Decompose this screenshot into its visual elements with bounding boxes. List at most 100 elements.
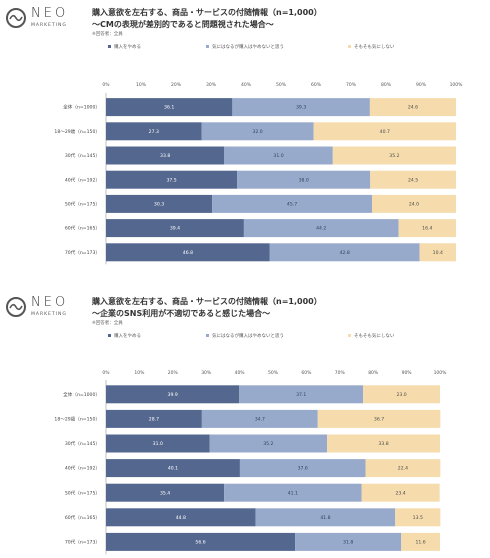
- chart-panel-2: NEO MARKETING 購入意欲を左右する、商品・サービスの付随情報（n=1…: [0, 289, 490, 558]
- bar-segment: [243, 219, 399, 238]
- respondent-note: ※回答者：全員: [92, 32, 123, 37]
- data-label: 37.6: [298, 466, 308, 472]
- data-label: 44.2: [316, 226, 326, 232]
- data-label: 33.8: [160, 153, 170, 159]
- legend-item-2: 気にはなるが購入はやめないと思う: [206, 44, 284, 50]
- category-label: 60代（n=165）: [65, 225, 100, 232]
- bar-segment: [317, 409, 441, 428]
- bar-segment: [106, 146, 225, 165]
- category-label: 70代（n=173）: [65, 249, 100, 256]
- data-label: 37.5: [167, 177, 177, 183]
- bar-segment: [239, 385, 364, 404]
- wave-icon: [6, 297, 26, 317]
- bar-segment: [255, 508, 396, 527]
- bar-segment: [332, 146, 456, 165]
- legend-swatch: [206, 334, 209, 337]
- legend-label: そもそも気にしない: [354, 334, 395, 339]
- chart-panel-1: NEO MARKETING 購入意欲を左右する、商品・サービスの付随情報（n=1…: [6, 6, 464, 265]
- data-label: 31.8: [343, 540, 353, 546]
- category-label: 50代（n=175）: [65, 489, 100, 496]
- brand-name: NEO: [31, 295, 69, 310]
- bar-segment: [106, 122, 202, 141]
- legend-swatch: [108, 45, 111, 48]
- bar-segment: [372, 194, 456, 213]
- bar-segment: [370, 170, 456, 189]
- category-label: 30代（n=145）: [65, 152, 100, 159]
- data-label: 38.0: [299, 177, 309, 183]
- x-tick-label: 60%: [301, 370, 312, 376]
- x-tick-label: 20%: [168, 370, 179, 376]
- x-tick-label: 90%: [416, 82, 427, 88]
- x-tick-label: 70%: [335, 370, 346, 376]
- data-label: 31.0: [273, 153, 283, 159]
- bar-segment: [106, 532, 296, 551]
- category-label: 全体（n=1000）: [63, 391, 100, 398]
- neo-logo: NEO MARKETING: [6, 295, 76, 325]
- data-label: 31.0: [153, 441, 163, 447]
- x-tick-label: 10%: [134, 370, 145, 376]
- data-label: 30.3: [154, 202, 164, 208]
- x-tick-label: 0%: [102, 82, 110, 88]
- legend-item-2: 気にはなるが購入はやめないと思う: [206, 333, 284, 339]
- stacked-bar-chart-2: 0% 10% 20% 30% 40% 50% 60% 70% 80% 90% 100% 全体（n=10…: [54, 370, 447, 555]
- data-label: 28.7: [149, 417, 159, 423]
- bar-segment: [224, 483, 362, 502]
- chart-title: 購入意欲を左右する、商品・サービスの付随情報（n=1,000）: [92, 297, 322, 306]
- bar-segment: [365, 459, 441, 478]
- data-label: 34.7: [255, 417, 265, 423]
- legend-item-3: そもそも気にしない: [348, 44, 394, 50]
- legend-label: 購入をやめる: [114, 45, 141, 50]
- bar-segment: [224, 146, 333, 165]
- legend-item-1: 購入をやめる: [108, 44, 141, 50]
- x-tick-label: 80%: [381, 82, 392, 88]
- legend-label: そもそも気にしない: [354, 45, 395, 50]
- bar-segment: [106, 483, 225, 502]
- chart-subtitle: 〜企業のSNS利用が不適切であると感じた場合〜: [92, 309, 271, 318]
- data-label: 41.8: [320, 515, 330, 521]
- data-label: 42.8: [340, 250, 350, 256]
- bar-segment: [363, 385, 440, 404]
- bar-segment: [419, 243, 456, 262]
- chart-title: 購入意欲を左右する、商品・サービスの付随情報（n=1,000）: [92, 8, 322, 17]
- legend-label: 購入をやめる: [114, 334, 141, 339]
- bar-segment: [361, 483, 440, 502]
- bar-segment: [395, 508, 441, 527]
- category-label: 60代（n=165）: [65, 514, 100, 521]
- brand-name: NEO: [31, 6, 69, 21]
- data-label: 23.4: [395, 490, 405, 496]
- bar-segment: [106, 98, 233, 117]
- bar-segment: [239, 459, 366, 478]
- brand-sub: MARKETING: [31, 312, 67, 317]
- x-tick-label: 100%: [450, 82, 464, 88]
- bar-segment: [237, 170, 371, 189]
- data-label: 35.2: [263, 441, 273, 447]
- data-label: 27.3: [149, 129, 159, 135]
- data-label: 56.6: [195, 540, 205, 546]
- x-tick-label: 50%: [268, 370, 279, 376]
- bar-segment: [232, 98, 370, 117]
- data-label: 35.2: [389, 153, 399, 159]
- data-label: 40.1: [168, 466, 178, 472]
- data-label: 23.0: [396, 392, 406, 398]
- x-tick-label: 60%: [311, 82, 322, 88]
- data-label: 39.9: [168, 392, 178, 398]
- bar-segment: [313, 122, 456, 141]
- x-tick-label: 40%: [235, 370, 246, 376]
- data-label: 46.8: [183, 250, 193, 256]
- bar-segment: [201, 409, 318, 428]
- category-label: 40代（n=192）: [65, 176, 100, 183]
- data-label: 39.3: [296, 105, 306, 111]
- x-tick-label: 30%: [206, 82, 217, 88]
- stacked-bar-chart-1: 0% 10% 20% 30% 40% 50% 60% 70% 80% 90% 100% 全体（n=10…: [54, 82, 464, 265]
- data-label: 24.0: [409, 202, 419, 208]
- bar-segment: [106, 385, 240, 404]
- legend-item-3: そもそも気にしない: [348, 333, 394, 339]
- category-label: 全体（n=1000）: [63, 104, 100, 111]
- data-label: 24.5: [408, 177, 418, 183]
- data-label: 40.7: [380, 129, 390, 135]
- bar-segment: [106, 170, 238, 189]
- legend-swatch: [206, 45, 209, 48]
- bar-segment: [106, 194, 213, 213]
- bar-segment: [106, 459, 240, 478]
- data-label: 45.7: [287, 202, 297, 208]
